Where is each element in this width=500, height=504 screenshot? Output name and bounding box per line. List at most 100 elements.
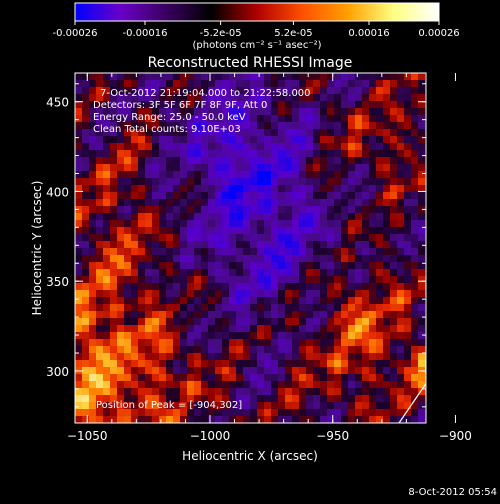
heatmap-cell <box>404 290 412 298</box>
heatmap-cell <box>257 178 265 186</box>
heatmap-cell <box>201 367 209 375</box>
heatmap-cell <box>285 311 293 319</box>
heatmap-cell <box>376 80 384 88</box>
heatmap-cell <box>418 276 426 284</box>
heatmap-cell <box>236 311 244 319</box>
heatmap-cell <box>96 269 104 277</box>
heatmap-cell <box>243 73 251 81</box>
heatmap-cell <box>271 206 279 214</box>
heatmap-cell <box>194 234 202 242</box>
heatmap-cell <box>292 381 300 389</box>
heatmap-cell <box>222 332 230 340</box>
heatmap-cell <box>271 276 279 284</box>
heatmap-cell <box>180 360 188 368</box>
heatmap-cell <box>327 395 335 403</box>
heatmap-cell <box>348 276 356 284</box>
heatmap-cell <box>187 297 195 305</box>
heatmap-cell <box>89 353 97 361</box>
heatmap-cell <box>75 381 83 389</box>
heatmap-cell <box>383 80 391 88</box>
heatmap-cell <box>215 416 223 423</box>
heatmap-cell <box>243 185 251 193</box>
heatmap-cell <box>138 416 146 423</box>
heatmap-cell <box>348 353 356 361</box>
heatmap-cell <box>215 185 223 193</box>
heatmap-cell <box>355 234 363 242</box>
heatmap-cell <box>320 311 328 319</box>
heatmap-cell <box>411 101 419 109</box>
heatmap-cell <box>75 73 83 81</box>
heatmap-cell <box>194 213 202 221</box>
heatmap-cell <box>320 185 328 193</box>
heatmap-cell <box>313 374 321 382</box>
heatmap-cell <box>362 199 370 207</box>
heatmap-cell <box>418 150 426 158</box>
heatmap-cell <box>173 325 181 333</box>
heatmap-cell <box>131 395 139 403</box>
heatmap-cell <box>187 318 195 326</box>
heatmap-cell <box>334 87 342 95</box>
heatmap-cell <box>376 108 384 116</box>
heatmap-cell <box>271 290 279 298</box>
heatmap-cell <box>383 248 391 256</box>
heatmap-cell <box>348 346 356 354</box>
heatmap-cell <box>250 227 258 235</box>
heatmap-cell <box>82 157 90 165</box>
heatmap-cell <box>110 248 118 256</box>
heatmap-cell <box>369 73 377 81</box>
heatmap-cell <box>180 241 188 249</box>
heatmap-cell <box>306 227 314 235</box>
heatmap-cell <box>369 199 377 207</box>
x-tick-label: −900 <box>439 429 472 443</box>
plot-frame <box>74 72 427 424</box>
heatmap-cell <box>362 213 370 221</box>
heatmap-cell <box>348 234 356 242</box>
heatmap-cell <box>145 395 153 403</box>
heatmap-cell <box>355 283 363 291</box>
heatmap-cell <box>208 101 216 109</box>
heatmap-cell <box>257 73 265 81</box>
heatmap-cell <box>215 381 223 389</box>
footer-date: 8-Oct-2012 05:54 <box>408 487 497 498</box>
heatmap-cell <box>320 143 328 151</box>
heatmap-cell <box>355 157 363 165</box>
heatmap-cell <box>250 178 258 186</box>
heatmap-cell <box>173 122 181 130</box>
heatmap-cell <box>285 346 293 354</box>
heatmap-cell <box>320 283 328 291</box>
heatmap-cell <box>362 367 370 375</box>
heatmap-cell <box>215 94 223 102</box>
heatmap-cell <box>355 87 363 95</box>
heatmap-cell <box>397 255 405 263</box>
heatmap-cell <box>250 269 258 277</box>
heatmap-cell <box>222 395 230 403</box>
heatmap-cell <box>320 178 328 186</box>
heatmap-cell <box>236 73 244 81</box>
heatmap-cell <box>306 346 314 354</box>
heatmap-cell <box>334 339 342 347</box>
solar-limb-line <box>398 382 426 423</box>
heatmap-cell <box>124 255 132 263</box>
y-tick-label: 450 <box>46 96 69 110</box>
heatmap-cell <box>278 381 286 389</box>
heatmap-cell <box>194 381 202 389</box>
heatmap-cell <box>320 206 328 214</box>
heatmap-cell <box>131 129 139 137</box>
heatmap-cell <box>341 290 349 298</box>
heatmap-cell <box>355 367 363 375</box>
heatmap-cell <box>250 297 258 305</box>
heatmap-cell <box>355 150 363 158</box>
heatmap-cell <box>278 101 286 109</box>
heatmap-cell <box>131 150 139 158</box>
heatmap-cell <box>117 227 125 235</box>
heatmap-cell <box>264 101 272 109</box>
heatmap-cell <box>152 332 160 340</box>
heatmap-cell <box>334 297 342 305</box>
heatmap-cell <box>187 164 195 172</box>
heatmap-cell <box>404 136 412 144</box>
heatmap-cell <box>166 213 174 221</box>
heatmap-cell <box>404 150 412 158</box>
heatmap-cell <box>117 206 125 214</box>
heatmap-cell <box>257 164 265 172</box>
heatmap-cell <box>152 311 160 319</box>
